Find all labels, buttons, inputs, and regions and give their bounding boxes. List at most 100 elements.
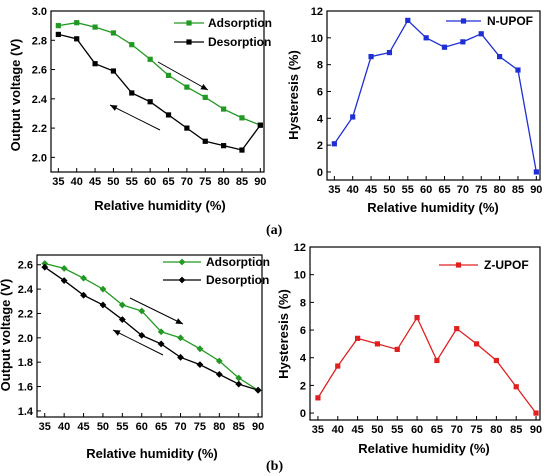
- y-tick-label: 0: [317, 167, 323, 179]
- data-point: [454, 326, 460, 332]
- x-tick-label: 85: [236, 176, 248, 188]
- legend-label: Desorption: [206, 273, 269, 287]
- plot-frame: [36, 254, 263, 418]
- x-tick-label: 55: [116, 421, 128, 433]
- data-point: [99, 285, 107, 293]
- data-point: [405, 17, 411, 23]
- y-tick-label: 1.8: [18, 357, 33, 369]
- x-tick-label: 80: [217, 176, 229, 188]
- data-point: [235, 380, 243, 388]
- x-tick-label: 60: [144, 176, 156, 188]
- y-tick-label: 3.0: [32, 6, 47, 18]
- data-point: [414, 314, 420, 321]
- x-tick-label: 55: [126, 176, 138, 188]
- data-point: [386, 49, 393, 56]
- data-point: [129, 42, 135, 48]
- data-point: [473, 341, 480, 347]
- plot-frame: [50, 10, 265, 173]
- data-point: [221, 143, 227, 149]
- x-tick-label: 70: [174, 421, 186, 433]
- direction-arrow: [112, 329, 164, 356]
- data-point: [41, 260, 49, 267]
- data-point: [177, 353, 184, 361]
- x-tick-label: 85: [510, 424, 522, 436]
- data-point: [165, 112, 172, 118]
- data-point: [110, 30, 117, 36]
- data-point: [110, 68, 117, 74]
- data-point: [493, 357, 499, 364]
- x-tick-label: 60: [420, 184, 432, 196]
- y-axis-label: Hysteresis (%): [276, 289, 291, 379]
- data-point: [478, 31, 484, 37]
- x-tick-label: 35: [312, 424, 324, 436]
- data-point: [350, 114, 356, 120]
- chart-2: 35 40 45 50 55 60 65 70 75 80 85 90 0 2 4 6 8 10 12 Relativ…: [286, 6, 542, 215]
- x-tick-label: 50: [383, 184, 395, 196]
- x-tick-label: 45: [89, 176, 101, 188]
- x-tick-label: 65: [431, 424, 443, 436]
- x-tick-label: 40: [332, 424, 344, 436]
- x-tick-label: 55: [391, 424, 403, 436]
- data-point: [118, 316, 126, 323]
- y-tick-label: 2: [317, 140, 323, 152]
- data-point: [235, 374, 243, 382]
- x-tick-label: 50: [371, 424, 383, 436]
- legend-marker: [460, 18, 467, 24]
- x-tick-label: 75: [199, 176, 211, 188]
- data-point: [533, 410, 539, 416]
- y-tick-label: 8: [317, 60, 323, 72]
- data-point: [423, 35, 429, 41]
- x-tick-label: 35: [52, 176, 64, 188]
- data-point: [374, 341, 381, 347]
- x-tick-label: 65: [155, 421, 167, 433]
- y-tick-label: 10: [294, 270, 306, 282]
- y-tick-label: 12: [294, 242, 306, 254]
- direction-arrow: [157, 61, 209, 91]
- y-tick-label: 2: [300, 380, 306, 392]
- data-point: [215, 370, 223, 378]
- x-tick-label: 90: [530, 424, 542, 436]
- chart-4: 35 40 45 50 55 60 65 70 75 80 85 90 0 2 4 6 8 10 12 Relativ…: [276, 242, 542, 456]
- x-tick-label: 55: [402, 184, 414, 196]
- x-tick-label: 60: [411, 424, 423, 436]
- data-point: [129, 90, 135, 96]
- series-line: [58, 22, 261, 126]
- y-tick-label: 10: [311, 33, 323, 45]
- data-point: [74, 20, 80, 26]
- y-tick-label: 2.6: [32, 65, 47, 77]
- legend-label: Desorption: [208, 35, 271, 49]
- x-tick-label: 60: [136, 421, 148, 433]
- x-tick-label: 50: [107, 176, 119, 188]
- data-point: [513, 384, 519, 390]
- data-point: [177, 334, 184, 342]
- data-point: [147, 99, 153, 105]
- legend-label: Adsorption: [208, 16, 272, 30]
- data-point: [60, 277, 68, 284]
- data-point: [60, 264, 68, 272]
- x-tick-label: 45: [365, 184, 377, 196]
- data-point: [99, 301, 107, 309]
- data-point: [368, 54, 374, 60]
- x-tick-label: 45: [77, 421, 89, 433]
- data-point: [55, 31, 61, 38]
- x-tick-label: 80: [493, 184, 505, 196]
- data-point: [202, 138, 208, 144]
- legend-marker: [186, 39, 192, 45]
- y-tick-label: 2.8: [32, 35, 47, 47]
- x-tick-label: 90: [530, 184, 542, 196]
- data-point: [215, 357, 223, 365]
- data-point: [257, 122, 263, 128]
- x-axis-label: Relative humidity (%): [367, 200, 498, 215]
- x-tick-label: 85: [233, 421, 245, 433]
- series-desorption: [55, 31, 263, 153]
- y-tick-label: 12: [311, 6, 323, 18]
- x-tick-label: 40: [71, 176, 83, 188]
- data-point: [196, 345, 204, 353]
- y-tick-label: 2.4: [18, 284, 34, 296]
- data-point: [147, 56, 153, 62]
- x-tick-label: 70: [451, 424, 463, 436]
- data-point: [497, 54, 503, 60]
- arrow-head: [200, 83, 208, 90]
- arrow-head: [175, 318, 183, 324]
- panel-label-a: (a): [266, 223, 283, 238]
